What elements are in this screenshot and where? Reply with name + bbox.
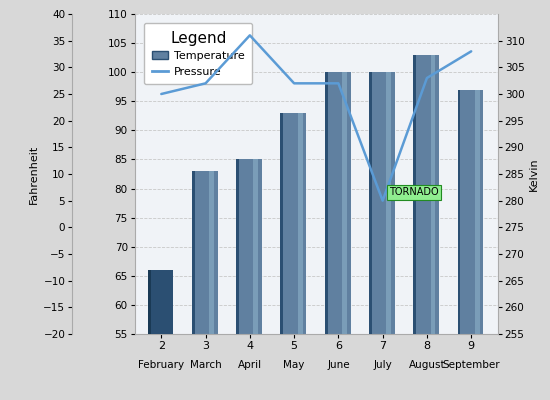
Bar <box>149 270 173 334</box>
Bar <box>475 90 480 334</box>
Bar <box>342 72 347 334</box>
Bar <box>209 171 214 334</box>
Text: July: July <box>373 360 392 370</box>
Text: TORNADO: TORNADO <box>389 187 439 197</box>
Bar <box>298 113 302 334</box>
Bar <box>459 90 483 334</box>
Bar <box>386 72 391 334</box>
Bar <box>371 72 395 334</box>
Bar <box>324 72 328 334</box>
Bar <box>369 72 372 334</box>
Bar <box>148 270 151 334</box>
Bar <box>165 270 170 334</box>
Bar <box>413 55 416 334</box>
Legend: Temperature, Pressure: Temperature, Pressure <box>144 23 252 84</box>
Bar <box>192 171 195 334</box>
Bar <box>149 270 173 334</box>
Bar <box>236 160 239 334</box>
Text: May: May <box>283 360 305 370</box>
Y-axis label: Fahrenheit: Fahrenheit <box>29 144 39 204</box>
Bar <box>326 72 350 334</box>
Bar <box>282 113 306 334</box>
Bar <box>458 90 460 334</box>
Bar <box>280 113 283 334</box>
Text: August: August <box>409 360 446 370</box>
Bar <box>148 270 151 334</box>
Y-axis label: Kelvin: Kelvin <box>529 157 539 191</box>
Bar <box>254 160 258 334</box>
Text: June: June <box>327 360 350 370</box>
Bar <box>238 160 262 334</box>
Bar <box>194 171 218 334</box>
Bar <box>431 55 436 334</box>
Text: February: February <box>138 360 184 370</box>
Text: April: April <box>238 360 262 370</box>
Bar <box>415 55 439 334</box>
Text: September: September <box>442 360 500 370</box>
Text: March: March <box>190 360 222 370</box>
